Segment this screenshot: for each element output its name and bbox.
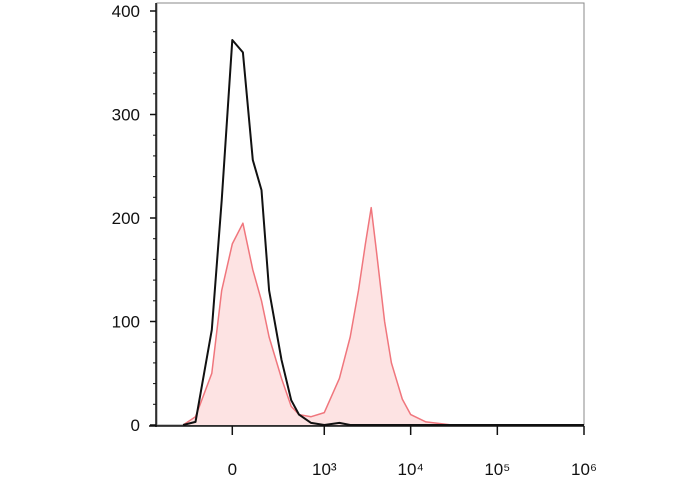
y-tick-label: 200 xyxy=(112,209,140,228)
x-tick-label: 10⁶ xyxy=(571,460,597,479)
x-tick-label: 10³ xyxy=(312,460,337,479)
y-tick-label: 300 xyxy=(112,106,140,125)
x-tick-label: 0 xyxy=(228,460,237,479)
y-tick-label: 100 xyxy=(112,313,140,332)
y-tick-label: 0 xyxy=(131,416,140,435)
histogram-line xyxy=(182,206,584,426)
histogram-line xyxy=(182,39,584,426)
x-tick-label: 10⁵ xyxy=(484,460,510,479)
x-tick-label: 10⁴ xyxy=(398,460,424,479)
y-tick-label: 400 xyxy=(112,2,140,21)
